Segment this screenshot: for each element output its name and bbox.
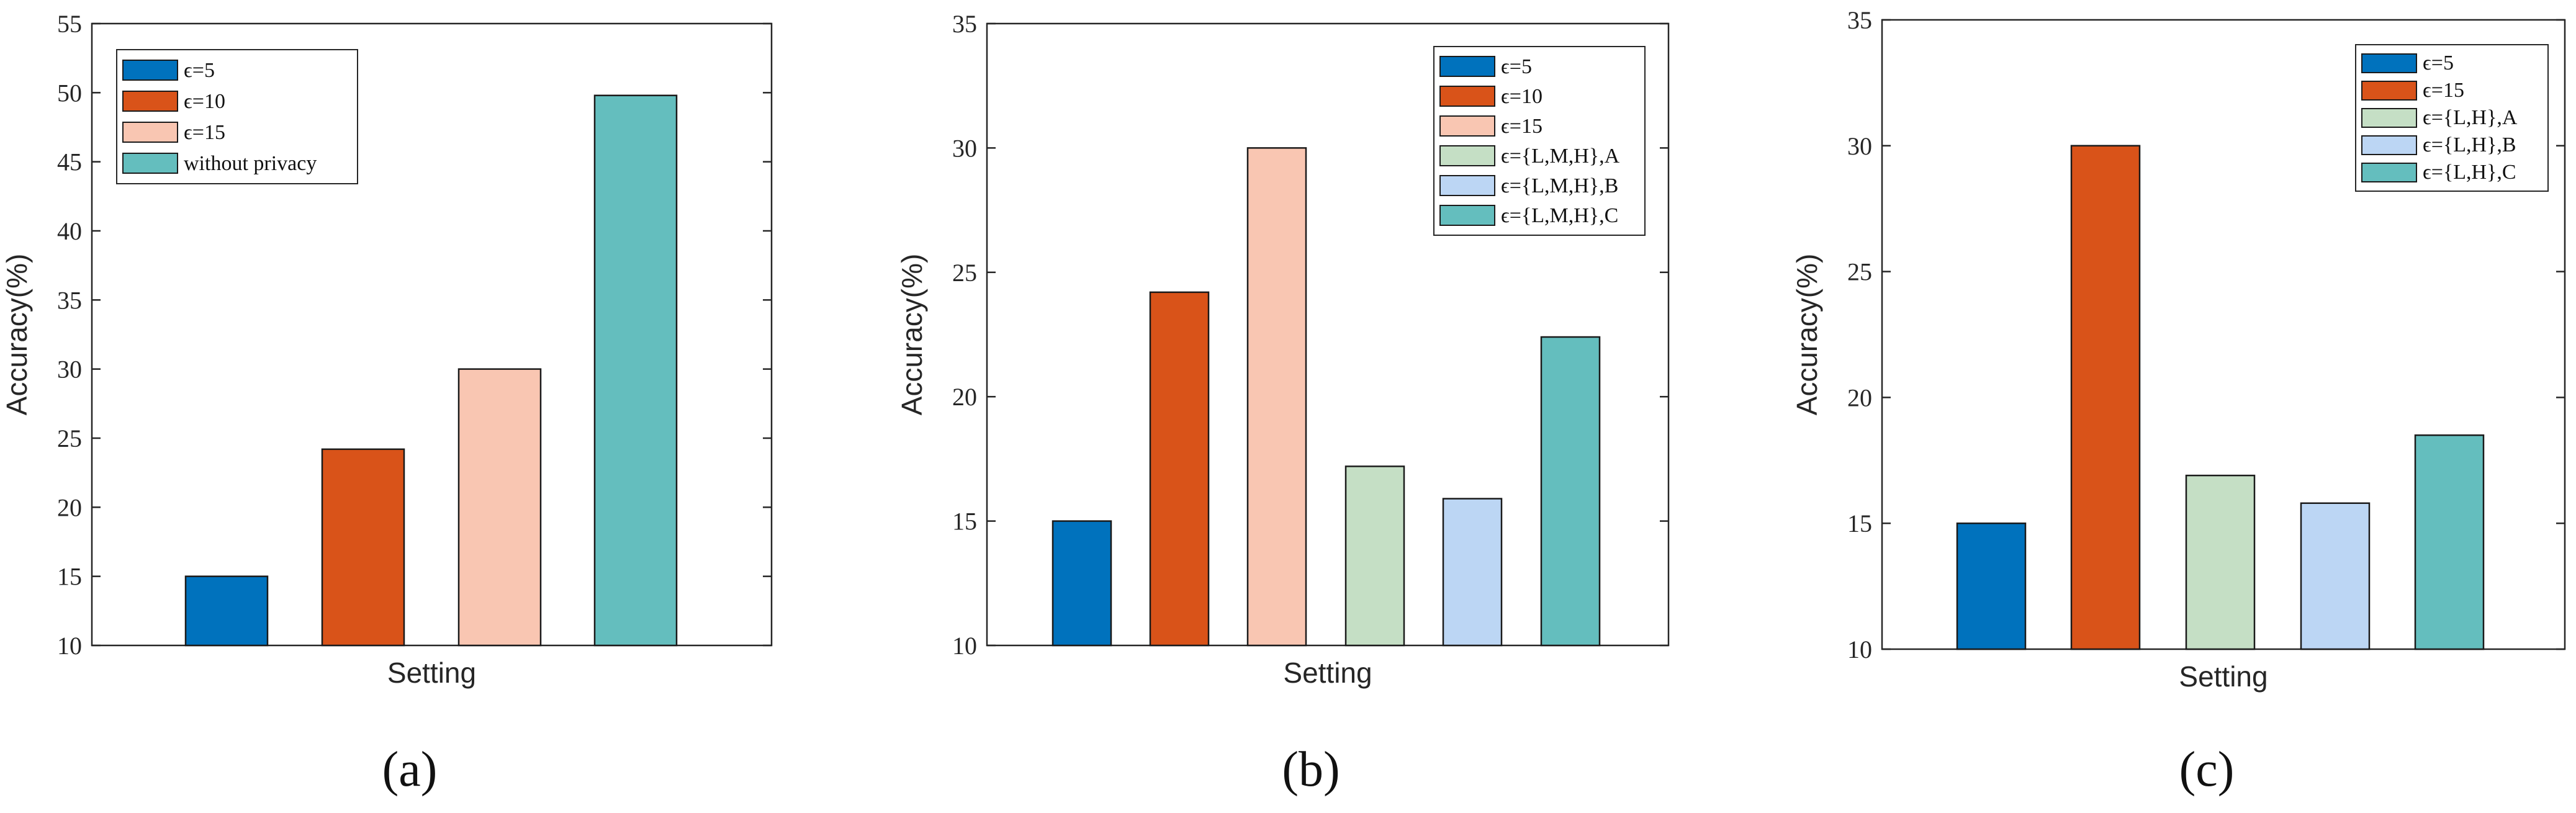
legend-swatch bbox=[1439, 175, 1495, 196]
legend-swatch bbox=[122, 153, 178, 174]
y-tick-label: 10 bbox=[952, 632, 977, 660]
legend-entry-label: ϵ={L,H},C bbox=[2423, 161, 2516, 184]
y-tick-label: 25 bbox=[952, 259, 977, 287]
legend-entry-label: without privacy bbox=[184, 152, 317, 175]
y-tick-label: 30 bbox=[952, 134, 977, 162]
y-axis-label: Accuracy(%) bbox=[896, 254, 928, 416]
y-tick-label: 15 bbox=[1847, 510, 1872, 537]
panel-label-a: (a) bbox=[382, 742, 438, 797]
legend-entry-label: ϵ={L,M,H},A bbox=[1501, 145, 1620, 168]
y-axis-label: Accuracy(%) bbox=[1791, 254, 1823, 416]
legend-entry-label: ϵ={L,H},A bbox=[2423, 106, 2518, 129]
legend-swatch bbox=[2361, 163, 2417, 182]
y-tick-label: 25 bbox=[57, 424, 82, 452]
bar-4 bbox=[593, 94, 678, 647]
x-axis-label: Setting bbox=[2179, 660, 2268, 693]
legend-entry-label: ϵ=5 bbox=[184, 59, 215, 82]
chart-panel-c: 10 15 20 25 30 35 Accuracy(%) Setting ϵ=5 ϵ=15 ϵ={… bbox=[1791, 6, 2566, 693]
x-axis-label: Setting bbox=[387, 657, 476, 689]
legend-swatch bbox=[122, 91, 178, 112]
bar-1 bbox=[1052, 520, 1112, 647]
y-tick-label: 15 bbox=[57, 563, 82, 591]
bar-3 bbox=[457, 368, 542, 647]
bar-1 bbox=[1956, 522, 2027, 650]
y-tick-label: 20 bbox=[57, 493, 82, 521]
y-axis-label: Accuracy(%) bbox=[1, 254, 33, 416]
y-tick-label: 30 bbox=[1847, 132, 1872, 160]
bar-4 bbox=[2300, 502, 2371, 650]
bar-4 bbox=[1344, 465, 1405, 647]
y-tick-label: 35 bbox=[952, 10, 977, 38]
legend-swatch bbox=[2361, 81, 2417, 101]
bar-5 bbox=[2414, 434, 2485, 650]
legend-swatch bbox=[1439, 56, 1495, 77]
y-tick-label: 50 bbox=[57, 79, 82, 107]
legend-swatch bbox=[2361, 135, 2417, 155]
bar-6 bbox=[1540, 336, 1601, 647]
bar-3 bbox=[1246, 147, 1307, 647]
chart-panel-a: 10 15 20 25 30 35 40 45 50 55 Accuracy(%) Setting ϵ=… bbox=[1, 10, 773, 689]
bar-2 bbox=[321, 448, 405, 647]
y-tick-label: 10 bbox=[1847, 636, 1872, 663]
legend-entry-label: ϵ=15 bbox=[1501, 115, 1542, 138]
bar-2 bbox=[2070, 145, 2141, 650]
legend-entry-label: ϵ=15 bbox=[2423, 79, 2464, 102]
y-tick-label: 40 bbox=[57, 217, 82, 245]
bar-5 bbox=[1442, 498, 1503, 647]
legend-swatch bbox=[1439, 86, 1495, 107]
y-tick-label: 20 bbox=[952, 383, 977, 411]
panel-label-c: (c) bbox=[2179, 742, 2235, 797]
x-axis-label: Setting bbox=[1283, 657, 1372, 689]
y-tick-label: 30 bbox=[57, 356, 82, 384]
legend-swatch bbox=[1439, 145, 1495, 166]
legend-entry-label: ϵ=5 bbox=[2423, 52, 2454, 74]
legend-swatch bbox=[1439, 115, 1495, 137]
bar-3 bbox=[2185, 474, 2256, 650]
y-tick-label: 10 bbox=[57, 632, 82, 660]
legend-swatch bbox=[2361, 108, 2417, 128]
chart-panel-b: 10 15 20 25 30 35 Accuracy(%) Setting ϵ=5 ϵ=10 ϵ=1… bbox=[896, 10, 1670, 689]
y-tick-label: 25 bbox=[1847, 258, 1872, 286]
legend-box bbox=[1433, 46, 1646, 236]
legend-swatch bbox=[122, 122, 178, 143]
legend-swatch bbox=[122, 60, 178, 81]
legend-entry-label: ϵ={L,M,H},C bbox=[1501, 204, 1618, 227]
legend-entry-label: ϵ=5 bbox=[1501, 55, 1532, 78]
y-tick-label: 35 bbox=[57, 286, 82, 314]
legend-entry-label: ϵ=10 bbox=[1501, 85, 1542, 108]
y-tick-label: 35 bbox=[1847, 6, 1872, 34]
legend-entry-label: ϵ={L,M,H},B bbox=[1501, 174, 1618, 197]
legend-swatch bbox=[2361, 53, 2417, 73]
legend-entry-label: ϵ=15 bbox=[184, 121, 225, 144]
bar-1 bbox=[184, 575, 269, 647]
legend-entry-label: ϵ=10 bbox=[184, 90, 225, 113]
y-tick-label: 45 bbox=[57, 148, 82, 176]
bar-2 bbox=[1149, 291, 1210, 647]
y-tick-label: 55 bbox=[57, 10, 82, 38]
legend-entry-label: ϵ={L,H},B bbox=[2423, 133, 2516, 156]
y-tick-label: 15 bbox=[952, 508, 977, 536]
legend-swatch bbox=[1439, 205, 1495, 226]
y-tick-label: 20 bbox=[1847, 384, 1872, 411]
panel-label-b: (b) bbox=[1282, 742, 1340, 797]
